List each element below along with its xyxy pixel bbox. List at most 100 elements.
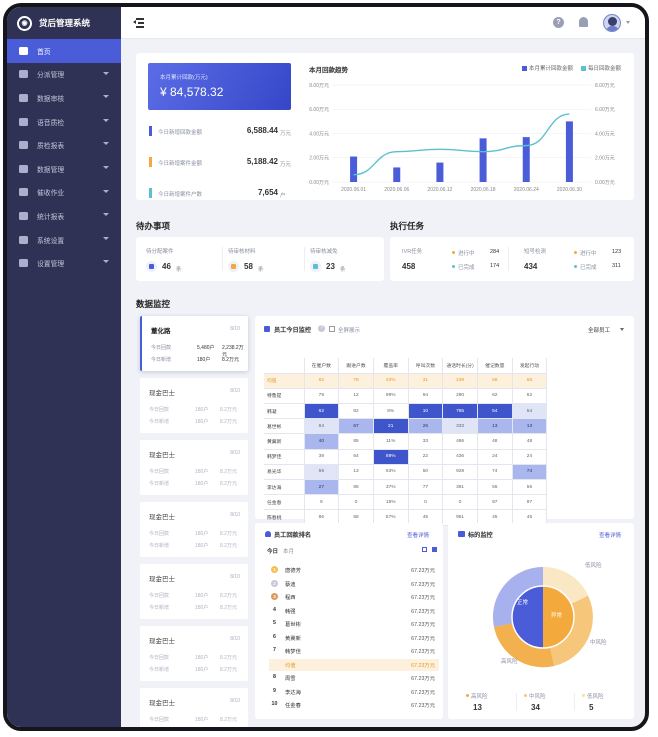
task-value[interactable]: 458 — [402, 262, 416, 271]
staff-filter[interactable]: 全部员工 — [588, 328, 611, 334]
export-icon[interactable] — [432, 547, 437, 552]
risk-label: 中风险 — [529, 694, 546, 700]
trend-bar[interactable] — [479, 138, 487, 182]
sidebar-item-label: 分派管理 — [37, 72, 65, 80]
y-tick-right: 6.00万元 — [595, 107, 615, 113]
list-item[interactable]: 8 周雪 67.23万元 — [269, 672, 439, 684]
divider — [508, 247, 509, 271]
tab-month[interactable]: 本月 — [283, 549, 295, 555]
task-value[interactable]: 434 — [524, 262, 538, 271]
sidebar-item-9[interactable]: 设置管理 — [7, 251, 121, 275]
avatar[interactable] — [603, 14, 621, 32]
sidebar-item-8[interactable]: 系统设置 — [7, 228, 121, 252]
staff-name: 任金春 — [264, 494, 305, 511]
trend-bar[interactable] — [350, 156, 358, 182]
table-cell: 67 — [338, 418, 374, 435]
list-item[interactable]: 2 蔡迪 67.23万元 — [269, 578, 439, 590]
table-row[interactable]: 易光华 59 13 53% 50 929 74 74 — [264, 463, 548, 481]
tasks-card: IVR任务 458 进行中 284 已完成 174 短号检测 434 进行中 123 已完成 311 — [390, 237, 634, 281]
trend-bar[interactable] — [393, 167, 401, 182]
ranking-more-link[interactable]: 查看详情 — [407, 533, 430, 539]
nav-icon — [19, 93, 28, 102]
divider — [304, 247, 305, 271]
column-header[interactable]: 通话时长(分) — [442, 358, 478, 374]
sidebar-item-0[interactable]: 首页 — [7, 39, 121, 63]
table-row[interactable]: 均值 62 78 33% 31 239 68 68 — [264, 372, 548, 389]
trend-bar[interactable] — [522, 137, 530, 182]
chevron-down-icon[interactable] — [620, 328, 624, 331]
table-row[interactable]: 韩梦佳 39 64 89% 22 436 24 24 — [264, 448, 548, 465]
list-item[interactable]: 5 葛世彬 67.23万元 — [269, 618, 439, 630]
menu-collapse-icon[interactable] — [133, 18, 144, 28]
y-tick-left: 0.00万元 — [309, 180, 329, 186]
rank-name: 黄冀新 — [285, 635, 301, 642]
tab-today[interactable]: 今日 — [267, 549, 279, 555]
rank-value: 67.23万元 — [411, 703, 435, 709]
sidebar-item-5[interactable]: 数据管理 — [7, 157, 121, 181]
list-item[interactable]: 10 任金春 67.23万元 — [269, 699, 439, 711]
column-header[interactable]: 发起行动 — [511, 358, 548, 374]
column-header[interactable]: 呼叫次数 — [407, 358, 444, 374]
trend-bar[interactable] — [436, 162, 444, 182]
list-item[interactable]: 3 程西 67.23万元 — [269, 591, 439, 603]
person-count: 8/10 — [230, 450, 240, 456]
list-item[interactable]: 9 李达海 67.23万元 — [269, 686, 439, 698]
person-card[interactable]: 董化路 8/10 今日回款 5,480户 2,238.2万元 今日新增 180户 8.2万元 — [140, 316, 248, 371]
person-stat: 180户 — [195, 728, 208, 731]
column-header[interactable] — [264, 358, 305, 374]
target-more-link[interactable]: 查看详情 — [599, 533, 622, 539]
info-icon[interactable]: ? — [318, 325, 325, 332]
table-cell: 929 — [442, 463, 478, 481]
list-item[interactable]: 均值 67.23万元 — [269, 658, 439, 671]
sidebar-item-3[interactable]: 语音质检 — [7, 110, 121, 134]
column-header[interactable]: 覆盖率 — [372, 358, 409, 374]
column-header[interactable]: 跟进户数 — [338, 358, 374, 374]
help-icon[interactable]: ? — [553, 17, 564, 28]
sidebar-item-7[interactable]: 统计报表 — [7, 204, 121, 228]
chevron-down-icon[interactable] — [626, 21, 630, 24]
refresh-icon[interactable] — [422, 547, 427, 552]
person-name: 现金巴士 — [149, 700, 175, 707]
stat-dot — [524, 694, 527, 697]
sidebar-item-4[interactable]: 质检报表 — [7, 133, 121, 157]
list-item[interactable]: 4 韩强 67.23万元 — [269, 605, 439, 617]
app-logo[interactable]: ◉ 贷后管理系统 — [7, 7, 121, 39]
table-cell: 31 — [407, 372, 444, 389]
sidebar-item-1[interactable]: 分派管理 — [7, 63, 121, 87]
column-header[interactable]: 在催户数 — [303, 358, 340, 374]
x-tick: 2020.06.24 — [514, 187, 539, 193]
todo-value[interactable]: 23 — [326, 262, 335, 271]
todo-value[interactable]: 58 — [244, 262, 253, 271]
rank-name: 唐德芳 — [285, 568, 301, 574]
table-row[interactable]: 黄冀新 40 85 11% 33 486 48 48 — [264, 433, 548, 450]
table-cell: 45 — [407, 509, 444, 526]
table-row[interactable]: 李达海 27 86 37% 77 391 56 56 — [264, 478, 548, 496]
x-tick: 2020.06.30 — [557, 187, 582, 193]
list-item[interactable]: 1 唐德芳 67.23万元 — [269, 564, 439, 576]
trend-bar[interactable] — [565, 121, 573, 182]
table-row[interactable]: 特鲁提 79 12 99% 94 290 62 62 — [264, 387, 548, 405]
list-item[interactable]: 7 韩梦佳 67.23万元 — [269, 645, 439, 657]
list-item[interactable]: 6 黄冀新 67.23万元 — [269, 632, 439, 644]
nav-icon — [19, 46, 28, 55]
todo-value[interactable]: 46 — [162, 262, 171, 271]
table-row[interactable]: 韩凝 62 82 8% 10 765 54 54 — [264, 403, 548, 420]
sidebar-item-6[interactable]: 催收作业 — [7, 181, 121, 205]
table-cell: 99% — [372, 387, 409, 405]
table-cell: 77 — [407, 478, 444, 496]
table-cell: 59 — [303, 463, 340, 481]
column-header[interactable]: 催记数量 — [476, 358, 513, 374]
person-name: 现金巴士 — [149, 576, 175, 583]
person-count: 8/10 — [230, 512, 240, 518]
fullscreen-checkbox[interactable] — [329, 326, 335, 332]
bell-icon[interactable] — [579, 17, 588, 27]
table-row[interactable]: 任金春 9 0 15% 0 0 97 97 — [264, 494, 548, 511]
sidebar-item-2[interactable]: 数据审核 — [7, 86, 121, 110]
table-row[interactable]: 葛世彬 64 67 21 26 333 13 13 — [264, 418, 548, 435]
